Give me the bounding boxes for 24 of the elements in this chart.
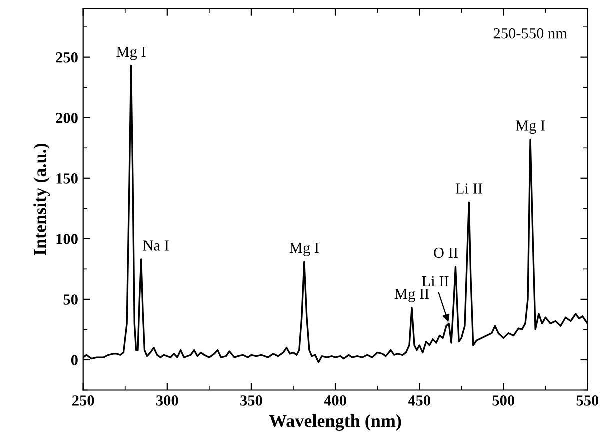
y-tick-label: 50: [64, 294, 78, 305]
y-tick-label: 0: [71, 355, 78, 366]
annotation: Li II: [422, 276, 449, 287]
annotation: Li II: [456, 184, 482, 194]
y-tick-label: 200: [56, 113, 78, 124]
x-tick-label: 500: [492, 396, 515, 406]
annotation: Na I: [143, 240, 169, 251]
annotation: 250-550 nm: [494, 28, 568, 39]
x-tick-label: 250: [72, 396, 94, 406]
y-tick-label: 100: [56, 234, 78, 244]
x-axis-title: Wavelength (nm): [269, 414, 402, 432]
annotation: Mg II: [394, 289, 430, 302]
annotation: Mg I: [516, 120, 546, 134]
y-tick-label: 250: [56, 52, 78, 63]
x-tick-label: 450: [408, 396, 430, 406]
annotation: Mg I: [116, 46, 146, 60]
x-tick-label: 350: [240, 396, 262, 406]
annotation: Mg I: [290, 243, 319, 256]
x-tick-label: 550: [576, 396, 599, 406]
y-axis-title: Intensity (a.u.): [34, 144, 50, 256]
x-tick-label: 400: [324, 396, 346, 406]
annotation: O II: [434, 248, 458, 258]
x-tick-label: 300: [156, 396, 178, 406]
y-tick-label: 150: [56, 174, 78, 184]
